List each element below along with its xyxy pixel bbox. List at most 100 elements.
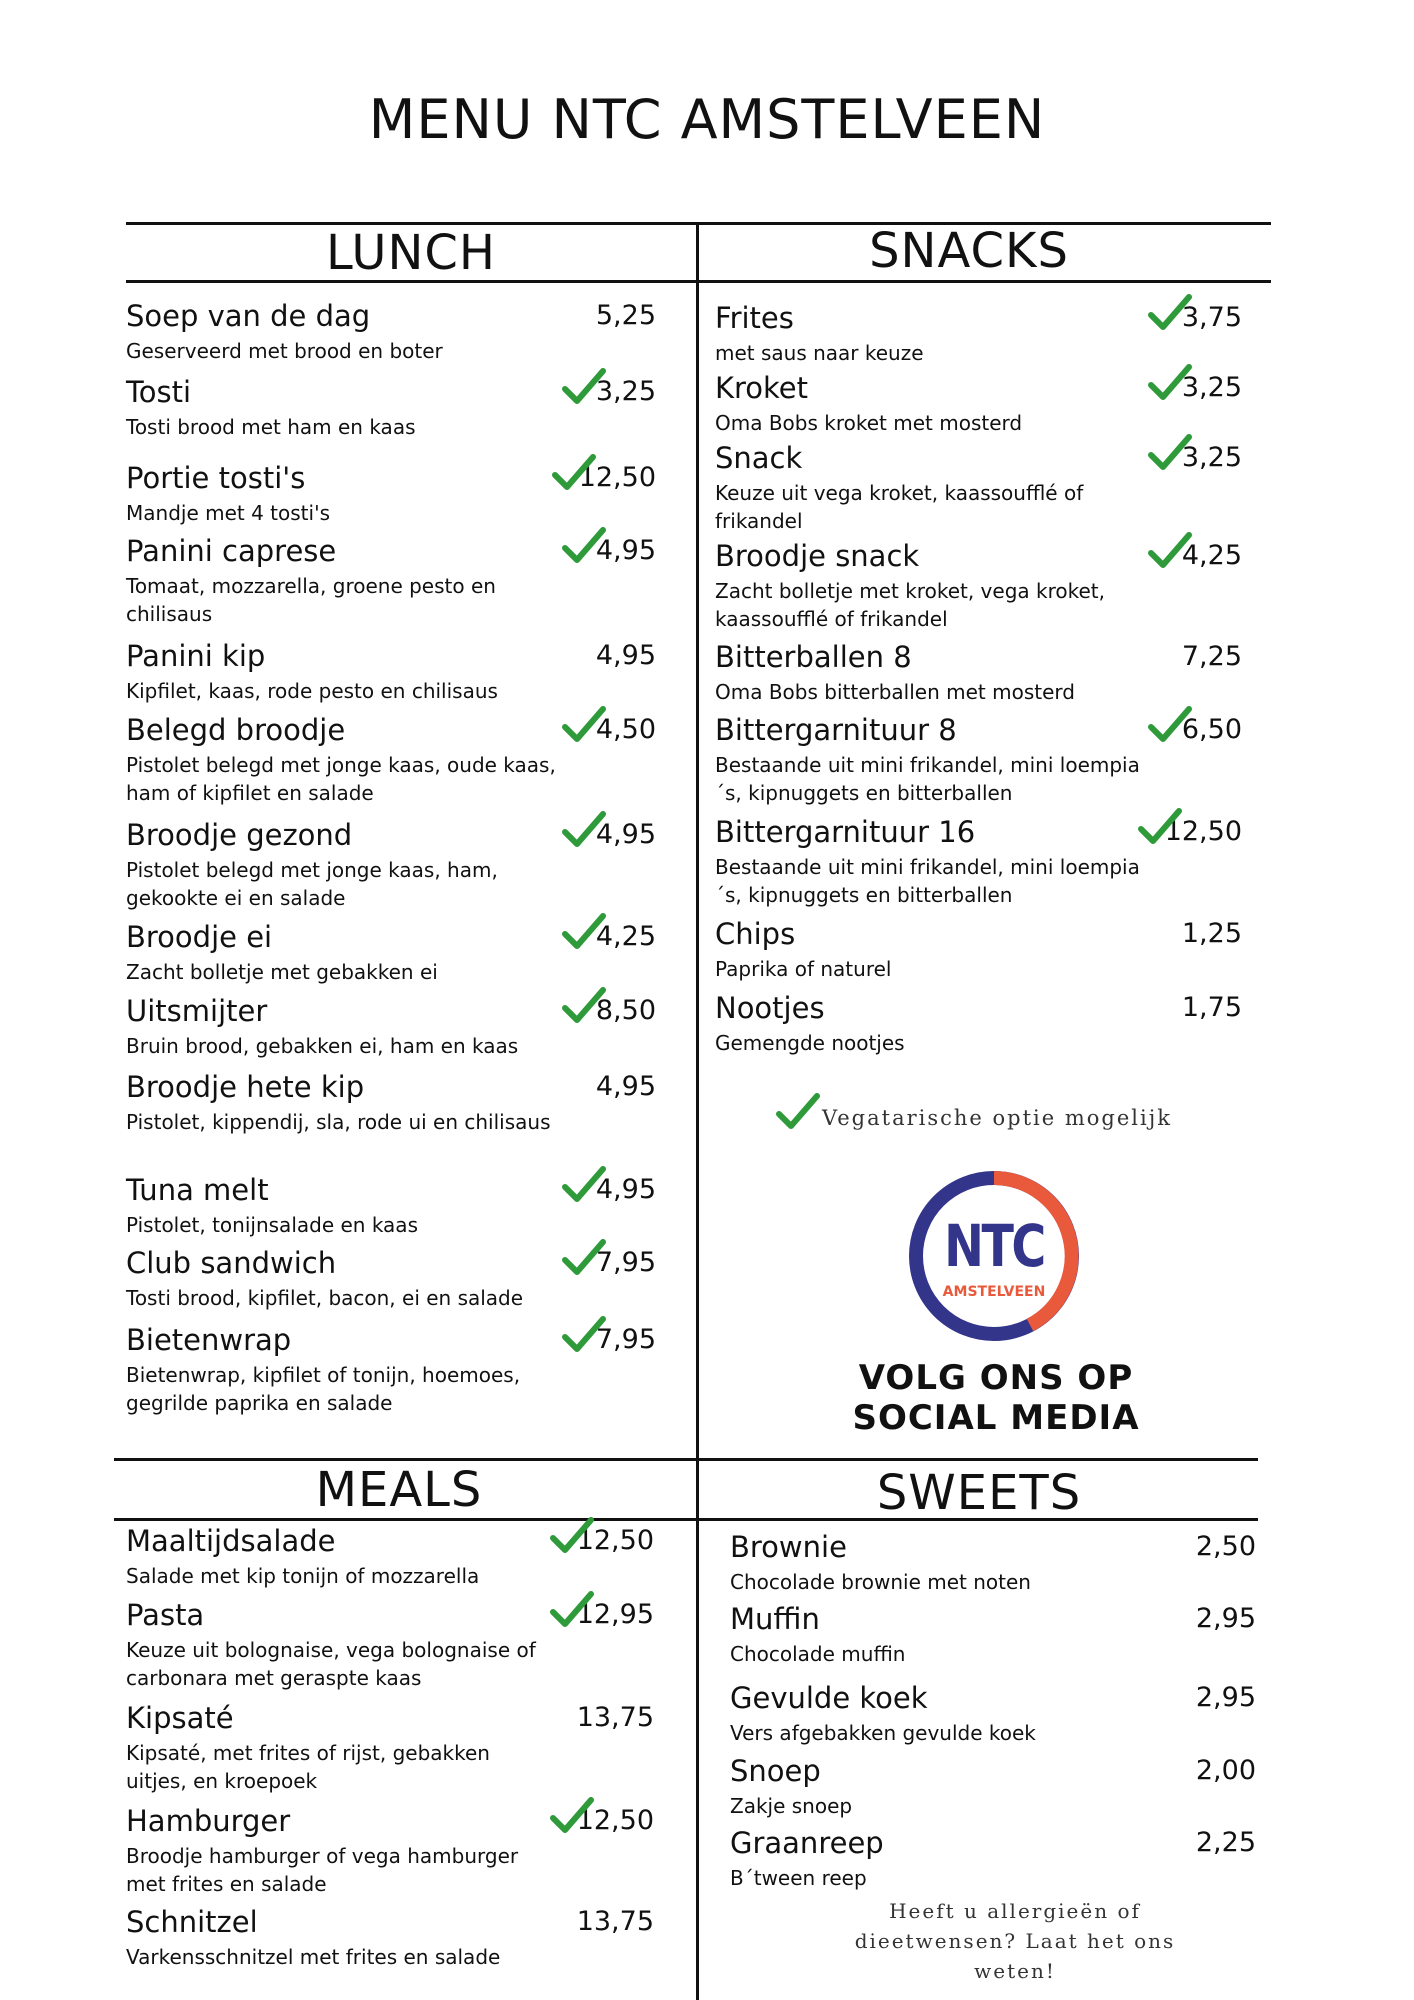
meals-item: Kipsaté Kipsaté, met frites of rijst, geb… [126,1701,654,1795]
item-name: Hamburger [126,1804,291,1838]
item-description: Tosti brood, kipfilet, bacon, ei en sala… [126,1286,524,1310]
item-description: Salade met kip tonijn of mozzarella [126,1564,480,1588]
item-description: met saus naar keuze [715,341,924,365]
item-price: 3,25 [1181,372,1242,403]
item-name: Panini caprese [126,534,337,568]
logo-text-big: NTC [944,1212,1046,1280]
meals-item: Hamburger Broodje hamburger of vega hambu… [126,1797,654,1898]
meals-item: Pasta Keuze uit bolognaise, vega bolognai… [126,1591,654,1692]
item-price: 4,50 [595,714,656,745]
item-description: Tomaat, mozzarella, groene pesto en chil… [126,574,496,626]
meals-item: Maaltijdsalade Salade met kip tonijn of m… [126,1517,654,1590]
check-icon [550,1516,594,1556]
item-name: Uitsmijter [126,994,268,1028]
item-description: Keuze uit bolognaise, vega bolognaise of… [126,1638,536,1690]
allergy-line-2: dieetwensen? Laat het ons [854,1929,1176,1953]
item-name: Broodje hete kip [126,1070,365,1104]
check-icon [562,367,606,407]
item-price: 2,25 [1195,1827,1256,1858]
item-price: 4,25 [1181,540,1242,571]
item-name: Broodje ei [126,920,273,954]
item-description: Chocolade brownie met noten [730,1570,1031,1594]
item-price: 4,95 [595,819,656,850]
check-icon [562,986,606,1026]
item-name: Tosti [126,375,192,409]
item-price: 12,95 [576,1599,654,1630]
item-price: 7,95 [595,1324,656,1355]
item-description: Bestaande uit mini frikandel, mini loemp… [715,855,1140,907]
item-name: Kroket [715,371,809,405]
item-price: 12,50 [578,462,656,493]
item-name: Snack [715,441,803,475]
check-icon [1148,293,1192,333]
lunch-item: Club sandwich Tosti brood, kipfilet, baco… [126,1239,656,1312]
lunch-item: Broodje ei Zacht bolletje met gebakken ei… [126,913,656,986]
check-icon [562,1238,606,1278]
check-icon [1148,433,1192,473]
item-price: 13,75 [576,1702,654,1733]
item-description: Kipfilet, kaas, rode pesto en chilisaus [126,679,498,703]
check-icon [562,912,606,952]
item-description: Paprika of naturel [715,957,892,981]
item-price: 7,95 [595,1247,656,1278]
snacks-item: Broodje snack Zacht bolletje met kroket, … [715,532,1242,633]
check-icon [562,1315,606,1355]
item-description: Chocolade muffin [730,1642,906,1666]
item-description: Varkensschnitzel met frites en salade [126,1945,501,1969]
sweets-item: Brownie Chocolade brownie met noten 2,50 [730,1530,1256,1596]
item-price: 4,95 [595,1071,656,1102]
item-name: Pasta [126,1598,205,1632]
item-name: Tuna melt [126,1173,269,1207]
item-price: 2,95 [1195,1682,1256,1713]
item-name: Belegd broodje [126,713,346,747]
item-name: Frites [715,301,794,335]
check-icon [550,1590,594,1630]
check-icon [552,453,596,493]
item-description: Oma Bobs kroket met mosterd [715,411,1023,435]
snacks-heading: SNACKS [869,223,1069,279]
item-name: Bittergarnituur 8 [715,713,957,747]
item-price: 4,25 [595,921,656,952]
item-description: Pistolet, tonijnsalade en kaas [126,1213,418,1237]
item-price: 3,75 [1181,302,1242,333]
sweets-item: Graanreep B´tween reep 2,25 [730,1826,1256,1892]
lunch-item: Broodje hete kip Pistolet, kippendij, sla… [126,1070,656,1136]
item-name: Nootjes [715,991,825,1025]
item-price: 1,25 [1181,918,1242,949]
allergy-line-3: weten! [974,1959,1056,1983]
item-name: Broodje snack [715,539,920,573]
center-divider [696,222,699,2000]
snacks-header-divider [697,280,1271,283]
check-icon [1148,363,1192,403]
check-icon [550,1796,594,1836]
item-description: B´tween reep [730,1866,867,1890]
item-price: 2,95 [1195,1603,1256,1634]
item-price: 2,50 [1195,1531,1256,1562]
item-description: Tosti brood met ham en kaas [126,415,416,439]
check-icon [1148,705,1192,745]
item-description: Zacht bolletje met gebakken ei [126,960,438,984]
item-name: Kipsaté [126,1701,234,1735]
item-name: Muffin [730,1602,820,1636]
logo-text-small: AMSTELVEEN [942,1284,1046,1300]
snacks-item: Nootjes Gemengde nootjes 1,75 [715,991,1242,1057]
meals-header-divider [114,1518,697,1521]
check-icon [1138,807,1182,847]
item-price: 2,00 [1195,1755,1256,1786]
check-icon [562,810,606,850]
item-description: Vers afgebakken gevulde koek [730,1721,1036,1745]
lunch-item: Soep van de dag Geserveerd met brood en b… [126,299,656,365]
snacks-item: Chips Paprika of naturel 1,25 [715,917,1242,983]
item-description: Zacht bolletje met kroket, vega kroket, … [715,579,1105,631]
page-title: MENU NTC AMSTELVEEN [368,88,1046,151]
item-price: 12,50 [576,1525,654,1556]
item-description: Pistolet belegd met jonge kaas, oude kaa… [126,753,556,805]
lunch-item: Broodje gezond Pistolet belegd met jonge … [126,811,656,912]
social-line-2: SOCIAL MEDIA [852,1398,1140,1438]
sweets-header-divider [697,1518,1258,1521]
item-description: Oma Bobs bitterballen met mosterd [715,680,1075,704]
item-price: 12,50 [576,1805,654,1836]
item-price: 8,50 [595,995,656,1026]
ntc-logo: NTC AMSTELVEEN [906,1168,1082,1344]
item-price: 1,75 [1181,992,1242,1023]
